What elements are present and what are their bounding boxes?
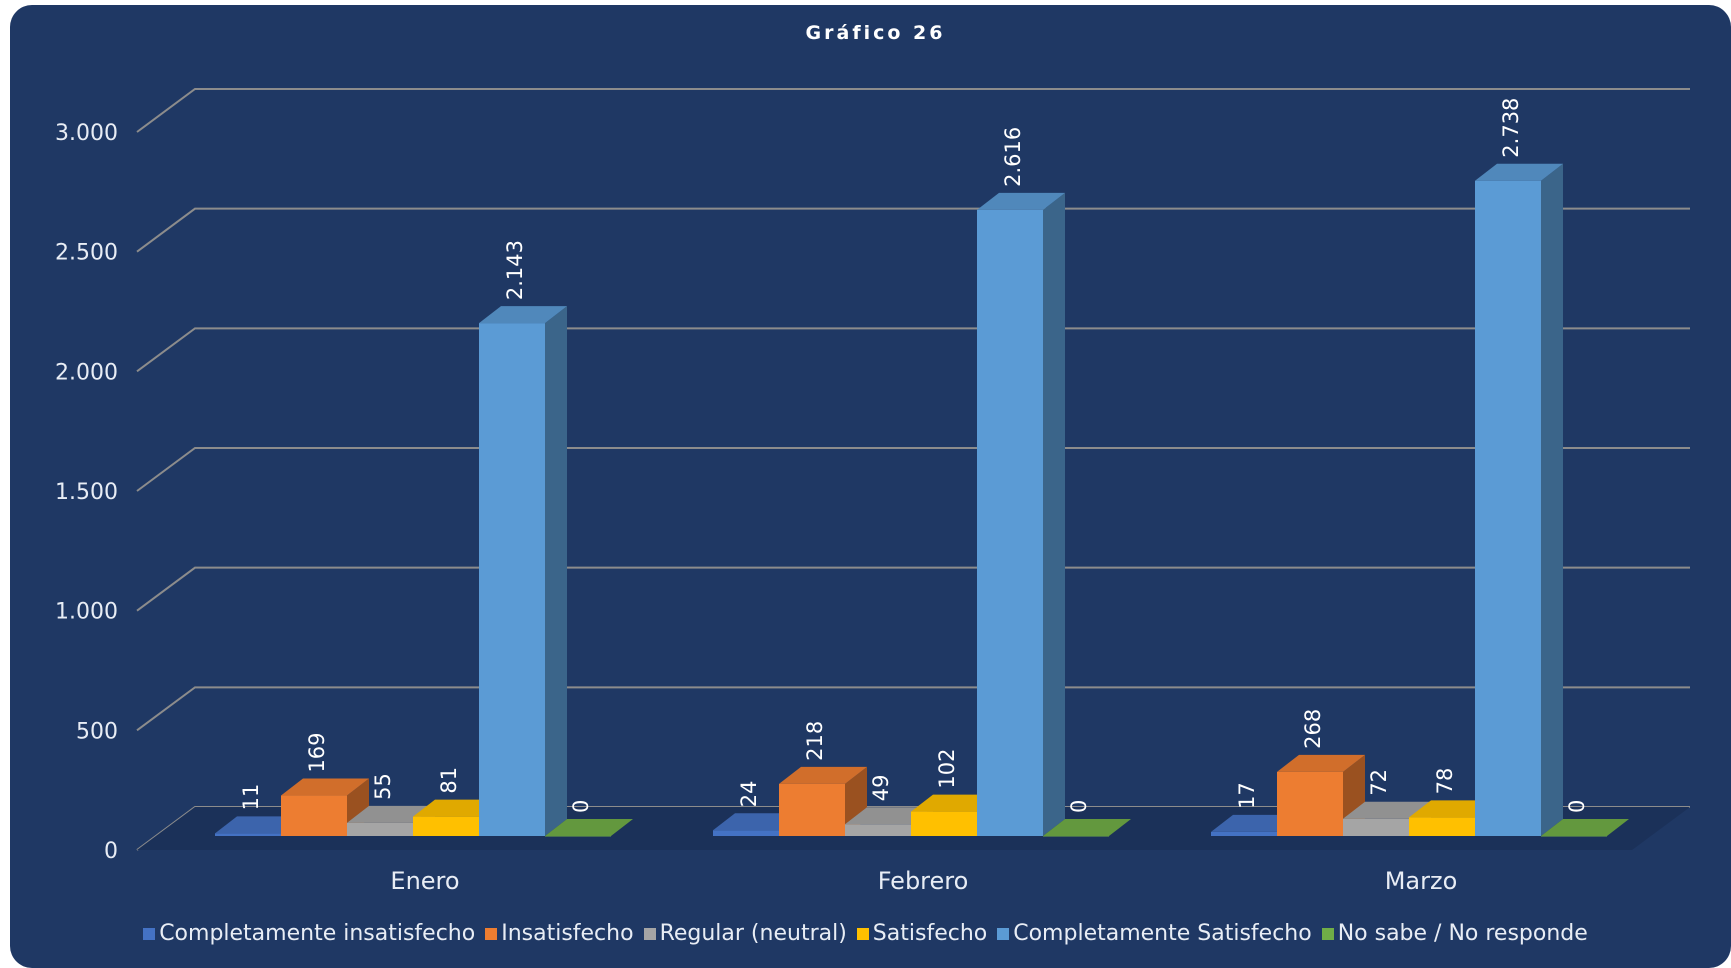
y-tick-label: 0 bbox=[104, 839, 118, 864]
bar-top bbox=[1343, 801, 1431, 819]
y-tick-label: 3.000 bbox=[55, 121, 118, 146]
bar-value-label: 17 bbox=[1235, 782, 1259, 809]
y-tick-label: 2.000 bbox=[55, 360, 118, 385]
legend-swatch bbox=[1321, 927, 1334, 940]
bar-front bbox=[281, 795, 347, 836]
chart-legend: Completamente insatisfecho Insatisfecho Re… bbox=[0, 921, 1731, 946]
legend-item: No sabe / No responde bbox=[1321, 921, 1588, 946]
y-tick-label: 1.000 bbox=[55, 600, 118, 625]
bar-top bbox=[977, 192, 1065, 210]
gridline bbox=[136, 88, 1690, 133]
legend-item: Completamente insatisfecho bbox=[143, 921, 475, 946]
bar-top bbox=[281, 778, 369, 796]
legend-swatch bbox=[997, 927, 1010, 940]
y-tick-label: 2.500 bbox=[55, 241, 118, 266]
bar-value-label: 2.616 bbox=[1001, 127, 1025, 187]
bar-value-label: 169 bbox=[305, 732, 329, 772]
bar-value-label: 0 bbox=[1067, 800, 1091, 813]
bar-value-label: 81 bbox=[437, 767, 461, 794]
bar-top bbox=[1475, 163, 1563, 181]
y-tick-label: 1.500 bbox=[55, 480, 118, 505]
bar-top bbox=[479, 306, 567, 324]
legend-label: Insatisfecho bbox=[501, 921, 634, 946]
bar-value-label: 218 bbox=[803, 721, 827, 761]
bar-value-label: 0 bbox=[569, 800, 593, 813]
bar-front bbox=[1409, 817, 1475, 836]
bar-top bbox=[1043, 819, 1131, 836]
bar-value-label: 11 bbox=[239, 784, 263, 811]
y-tick-label: 500 bbox=[76, 719, 118, 744]
legend-swatch bbox=[485, 927, 498, 940]
gridline bbox=[136, 447, 1690, 492]
bar-value-label: 2.738 bbox=[1499, 98, 1523, 158]
legend-swatch bbox=[856, 927, 869, 940]
legend-label: No sabe / No responde bbox=[1337, 921, 1588, 946]
bar-value-label: 72 bbox=[1367, 769, 1391, 796]
bar-value-label: 0 bbox=[1565, 800, 1589, 813]
gridline bbox=[136, 327, 1690, 373]
legend-item: Regular (neutral) bbox=[643, 921, 847, 946]
bar-front bbox=[845, 824, 911, 836]
gridline bbox=[136, 207, 1690, 253]
bar-value-label: 2.143 bbox=[503, 240, 527, 300]
bar-side bbox=[545, 306, 567, 837]
bar-front bbox=[479, 323, 545, 837]
legend-item: Completamente Satisfecho bbox=[997, 921, 1312, 946]
x-tick-label: Febrero bbox=[878, 867, 969, 895]
bar-top bbox=[779, 766, 867, 784]
bar-front bbox=[1211, 831, 1277, 836]
legend-swatch bbox=[643, 927, 656, 940]
bar-front bbox=[413, 816, 479, 836]
legend-item: Insatisfecho bbox=[485, 921, 634, 946]
bar-side bbox=[1043, 192, 1065, 837]
gridline bbox=[136, 566, 1690, 612]
legend-label: Completamente Satisfecho bbox=[1013, 921, 1312, 946]
bar-front bbox=[545, 836, 611, 837]
legend-label: Satisfecho bbox=[872, 921, 988, 946]
legend-label: Regular (neutral) bbox=[659, 921, 847, 946]
bar-side bbox=[1541, 163, 1563, 837]
x-tick-label: Enero bbox=[390, 867, 459, 895]
bar-front bbox=[347, 822, 413, 836]
bar-front bbox=[1475, 180, 1541, 837]
bar-value-label: 24 bbox=[737, 781, 761, 808]
bar-front bbox=[1541, 836, 1607, 837]
bar-top bbox=[1541, 819, 1629, 836]
legend-label: Completamente insatisfecho bbox=[159, 921, 476, 946]
legend-item: Satisfecho bbox=[856, 921, 988, 946]
bar-value-label: 78 bbox=[1433, 768, 1457, 795]
chart-title: Gráfico 26 bbox=[805, 22, 946, 44]
bar-top bbox=[545, 819, 633, 836]
bar-value-label: 102 bbox=[935, 748, 959, 788]
gridline bbox=[136, 686, 1690, 732]
bar-front bbox=[779, 783, 845, 836]
bar-top bbox=[1277, 754, 1365, 772]
bar-front bbox=[1043, 836, 1109, 837]
bar-front bbox=[977, 209, 1043, 837]
x-tick-label: Marzo bbox=[1385, 867, 1458, 895]
bar-value-label: 268 bbox=[1301, 709, 1325, 749]
bar-front bbox=[1277, 771, 1343, 836]
bar-front bbox=[215, 833, 281, 836]
legend-swatch bbox=[143, 927, 156, 940]
bar-value-label: 55 bbox=[371, 773, 395, 800]
bar-front bbox=[1343, 818, 1409, 836]
bar-value-label: 49 bbox=[869, 775, 893, 802]
bar-front bbox=[713, 830, 779, 836]
bar-front bbox=[911, 811, 977, 836]
